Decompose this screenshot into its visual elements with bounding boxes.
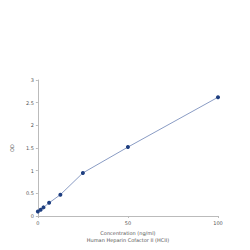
svg-text:1: 1: [31, 168, 34, 174]
svg-text:0: 0: [36, 220, 39, 226]
svg-text:0: 0: [31, 213, 34, 219]
svg-text:100: 100: [213, 220, 223, 226]
svg-text:Human Heparin Cofactor II (HCI: Human Heparin Cofactor II (HCII): [87, 237, 169, 244]
svg-text:0.5: 0.5: [26, 190, 34, 196]
svg-text:Concentration (ng/ml): Concentration (ng/ml): [100, 230, 155, 237]
svg-text:1.5: 1.5: [26, 145, 34, 151]
svg-text:2: 2: [31, 122, 34, 128]
svg-text:50: 50: [125, 220, 131, 226]
svg-text:3: 3: [31, 77, 34, 83]
svg-text:OD: OD: [9, 144, 15, 152]
svg-text:2.5: 2.5: [26, 100, 34, 106]
